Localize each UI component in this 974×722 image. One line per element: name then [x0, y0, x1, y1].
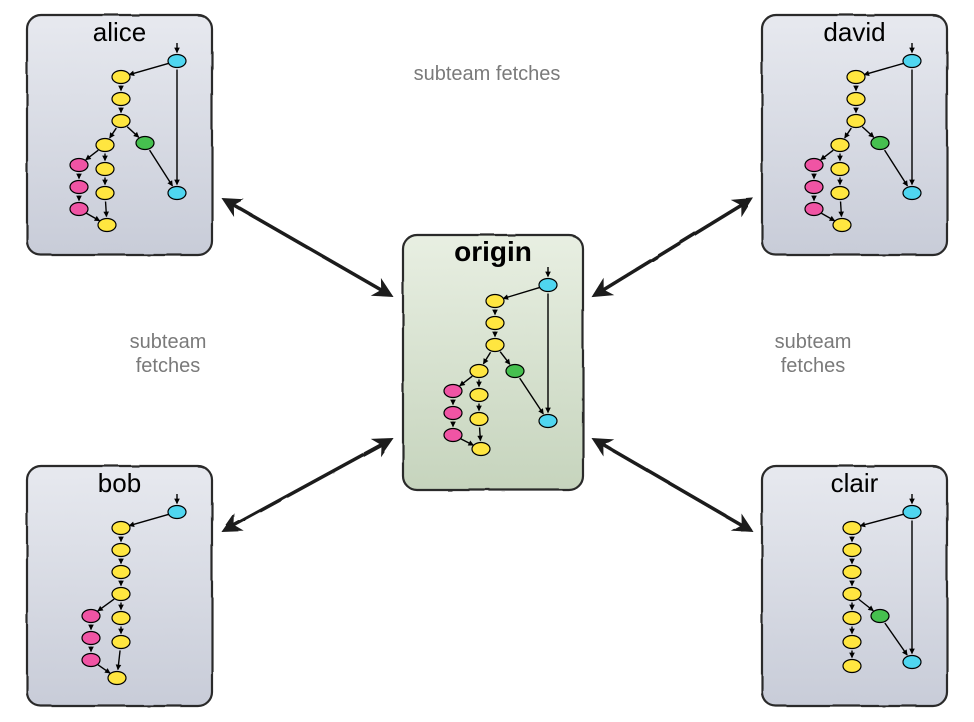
commit-node-yellow: [96, 163, 114, 176]
bob-box: bob: [27, 466, 212, 706]
commit-node-yellow: [843, 566, 861, 579]
fetches-label: fetches: [136, 355, 200, 377]
commit-node-green: [506, 365, 524, 378]
clair-title: clair: [831, 468, 879, 498]
subteam-label: subteam: [775, 331, 852, 353]
commit-node-yellow: [470, 389, 488, 402]
commit-node-yellow: [843, 660, 861, 673]
bob-title: bob: [98, 468, 141, 498]
commit-node-pink: [82, 654, 100, 667]
subteam-fetches-label: subteam fetches: [414, 63, 561, 85]
commit-node-yellow: [112, 544, 130, 557]
commit-node-yellow: [112, 71, 130, 84]
subteam-label: subteam: [130, 331, 207, 353]
commit-node-yellow: [486, 295, 504, 308]
commit-node-cyan: [168, 187, 186, 200]
commit-node-yellow: [843, 636, 861, 649]
commit-node-pink: [805, 203, 823, 216]
origin-box: origin: [403, 235, 583, 490]
origin-arrow: [595, 440, 750, 530]
commit-node-yellow: [831, 187, 849, 200]
commit-node-yellow: [112, 612, 130, 625]
commit-node-yellow: [112, 93, 130, 106]
commit-node-yellow: [847, 71, 865, 84]
origin-title: origin: [454, 236, 532, 267]
commit-node-cyan: [168, 55, 186, 68]
commit-node-yellow: [486, 317, 504, 330]
commit-node-yellow: [833, 219, 851, 232]
commit-node-cyan: [903, 656, 921, 669]
commit-node-cyan: [539, 279, 557, 292]
commit-node-yellow: [96, 187, 114, 200]
commit-node-green: [136, 137, 154, 150]
origin-arrow: [595, 200, 750, 295]
commit-node-yellow: [470, 413, 488, 426]
david-title: david: [823, 17, 885, 47]
commit-edge: [106, 201, 107, 216]
commit-node-pink: [805, 159, 823, 172]
commit-node-cyan: [903, 55, 921, 68]
commit-node-yellow: [831, 139, 849, 152]
commit-node-pink: [70, 203, 88, 216]
commit-node-yellow: [486, 339, 504, 352]
commit-edge: [480, 427, 481, 440]
commit-node-yellow: [847, 115, 865, 128]
commit-node-pink: [82, 632, 100, 645]
david-box: david: [762, 15, 947, 255]
commit-node-yellow: [843, 544, 861, 557]
commit-node-pink: [444, 407, 462, 420]
clair-box: clair: [762, 466, 947, 706]
commit-node-yellow: [108, 672, 126, 685]
commit-node-pink: [70, 159, 88, 172]
commit-node-yellow: [843, 522, 861, 535]
commit-node-pink: [444, 429, 462, 442]
commit-node-pink: [805, 181, 823, 194]
commit-node-yellow: [112, 588, 130, 601]
commit-node-yellow: [472, 443, 490, 456]
commit-node-green: [871, 137, 889, 150]
commit-node-pink: [444, 385, 462, 398]
commit-node-yellow: [847, 93, 865, 106]
commit-node-yellow: [96, 139, 114, 152]
origin-arrow: [225, 200, 390, 295]
commit-node-yellow: [843, 588, 861, 601]
commit-node-yellow: [112, 115, 130, 128]
alice-box: alice: [27, 15, 212, 255]
commit-node-yellow: [112, 636, 130, 649]
commit-node-yellow: [112, 522, 130, 535]
commit-node-cyan: [168, 506, 186, 519]
commit-node-cyan: [539, 415, 557, 428]
origin-arrow: [225, 440, 390, 530]
commit-node-yellow: [98, 219, 116, 232]
commit-node-yellow: [470, 365, 488, 378]
commit-node-cyan: [903, 187, 921, 200]
diagram-canvas: subteam fetchessubteamfetchessubteamfetc…: [0, 0, 974, 722]
fetches-label: fetches: [781, 355, 845, 377]
commit-node-cyan: [903, 506, 921, 519]
commit-node-yellow: [831, 163, 849, 176]
commit-node-pink: [82, 610, 100, 623]
commit-edge: [841, 201, 842, 216]
commit-node-yellow: [843, 612, 861, 625]
commit-node-pink: [70, 181, 88, 194]
commit-node-yellow: [112, 566, 130, 579]
commit-node-green: [871, 610, 889, 623]
alice-title: alice: [93, 17, 146, 47]
